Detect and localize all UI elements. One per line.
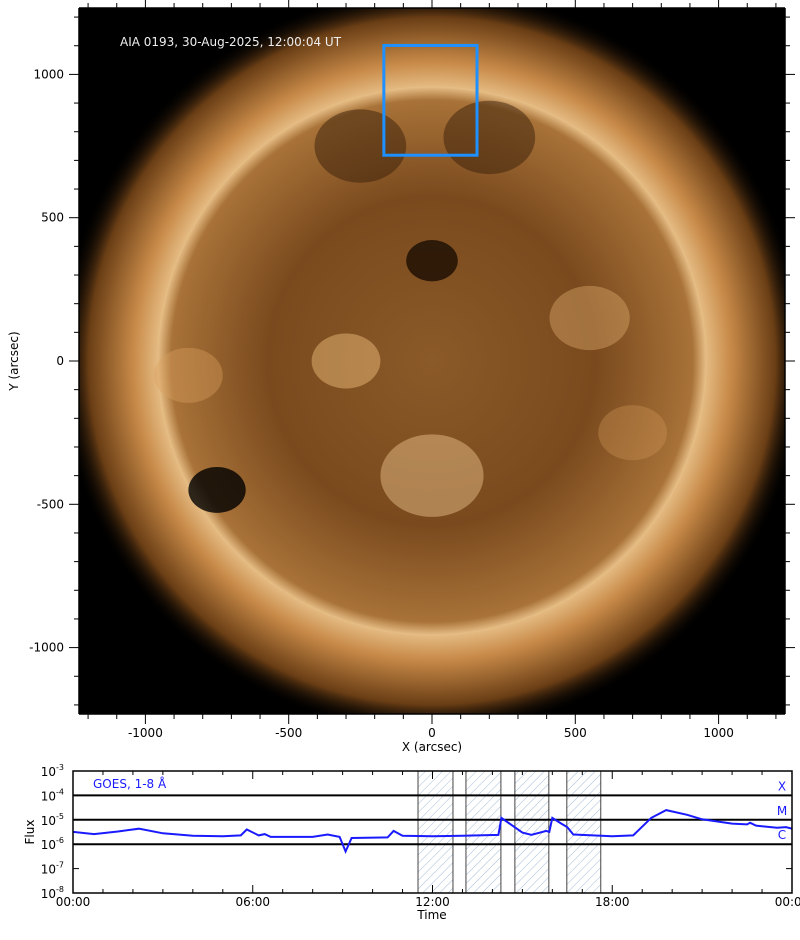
flare-class-label: X [778, 779, 786, 793]
solar-features [153, 100, 668, 517]
x-tick-label: 06:00 [235, 895, 270, 909]
roi-box[interactable] [382, 43, 479, 157]
x-tick-label: 500 [564, 726, 587, 740]
flare-class-label: M [777, 804, 787, 818]
solar-feature [598, 405, 668, 461]
solar-feature [314, 109, 407, 183]
image-annotation: AIA 0193, 30-Aug-2025, 12:00:04 UT [120, 35, 342, 49]
x-axis-label: Time [416, 908, 446, 922]
legend-label: GOES, 1-8 Å [93, 776, 167, 791]
flare-class-label: C [778, 828, 786, 842]
hatched-interval [417, 770, 454, 894]
x-tick-label: 1000 [703, 726, 734, 740]
x-tick-label: 0 [428, 726, 436, 740]
y-tick-label: -1000 [29, 641, 64, 655]
solar-feature [380, 434, 484, 517]
solar-disk [157, 86, 707, 636]
aia-image-panel: AIA 0193, 30-Aug-2025, 12:00:04 UT -1000… [7, 0, 795, 754]
y-tick-label: 10-5 [41, 812, 64, 828]
goes-flux-line [73, 809, 792, 855]
x-tick-label: 00:00 [775, 895, 800, 909]
y-tick-label: 1000 [33, 67, 64, 81]
y-tick-label: -500 [37, 497, 64, 511]
solar-feature [406, 240, 458, 282]
x-tick-label: -500 [275, 726, 302, 740]
solar-feature [443, 100, 536, 175]
x-tick-label: 00:00 [56, 895, 91, 909]
y-axis-label: Flux [23, 820, 37, 845]
hatched-intervals [417, 770, 602, 894]
goes-chart: XMC 00:00 06:00 12:00 18:00 00:00 10-3 10-4 10-… [23, 763, 800, 922]
y-tick-label: 500 [41, 211, 64, 225]
x-tick-label: 18:00 [595, 895, 630, 909]
x-tick-label: -1000 [128, 726, 163, 740]
y-tick-label: 10-3 [41, 763, 64, 779]
y-tick-label: 10-6 [41, 836, 64, 852]
x-axis-label: X (arcsec) [402, 740, 462, 754]
x-tick-label: 12:00 [415, 895, 450, 909]
flare-level-lines: XMC [73, 779, 792, 846]
hatched-interval [465, 770, 502, 894]
image-axes: -1000 -500 0 500 1000 -1000 -500 0 500 1000 [29, 0, 795, 740]
solar-feature [188, 467, 246, 513]
solar-feature [549, 285, 630, 351]
y-tick-label: 10-7 [41, 861, 64, 877]
y-axis-label: Y (arcsec) [7, 331, 21, 391]
solar-feature [311, 333, 381, 389]
solar-feature [153, 347, 223, 403]
y-tick-label: 10-4 [41, 787, 64, 803]
goes-axes: 00:00 06:00 12:00 18:00 00:00 10-3 10-4 10-5 10-… [41, 763, 800, 909]
y-tick-label: 0 [56, 354, 64, 368]
